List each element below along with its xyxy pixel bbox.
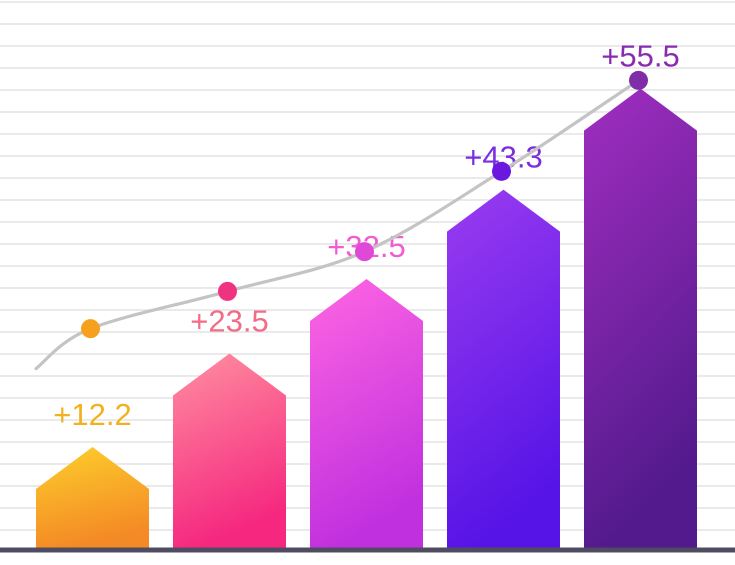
bar-5 <box>584 88 697 548</box>
value-labels: +12.2+23.5+32.5+43.3+55.5 <box>53 39 679 432</box>
trend-point-2 <box>218 281 237 301</box>
trend-point-3 <box>355 242 374 262</box>
bar-2 <box>173 353 286 548</box>
bars <box>36 88 697 548</box>
trend-point-1 <box>81 319 100 339</box>
bar-3 <box>310 279 423 548</box>
value-label-5: +55.5 <box>601 39 679 74</box>
trend-line-group <box>34 70 648 371</box>
bar-1 <box>36 447 149 548</box>
value-label-1: +12.2 <box>53 397 131 432</box>
bar-4 <box>447 189 560 548</box>
value-label-2: +23.5 <box>190 303 268 338</box>
trend-point-5 <box>629 70 648 90</box>
trend-point-4 <box>492 161 511 181</box>
